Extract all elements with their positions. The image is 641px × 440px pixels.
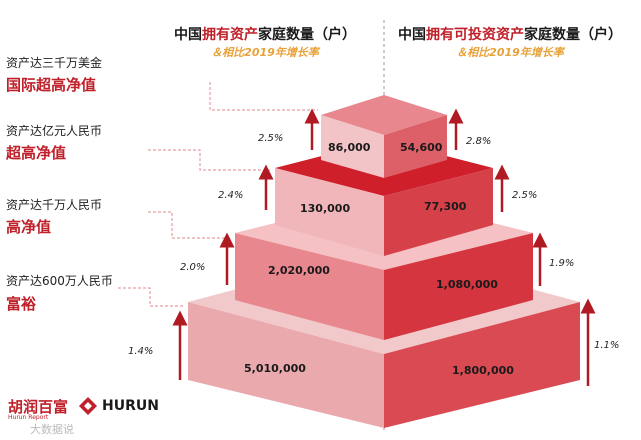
tier-1-left-value: 86,000 bbox=[328, 141, 371, 154]
tier-1-connector bbox=[209, 82, 318, 111]
tier-2-right-value: 77,300 bbox=[424, 200, 467, 213]
tier-1-right-value: 54,600 bbox=[400, 141, 443, 154]
tier-3-left-growth: 2.0% bbox=[180, 262, 205, 273]
tier-1-block bbox=[321, 95, 447, 178]
tier-4-right-growth: 1.1% bbox=[594, 340, 619, 351]
watermark: 大数据说 bbox=[30, 423, 74, 436]
tier-1-left-growth: 2.5% bbox=[258, 133, 283, 144]
tier-4-left-growth: 1.4% bbox=[128, 346, 153, 357]
tier-1-right-growth: 2.8% bbox=[466, 136, 491, 147]
right-column-header: 中国拥有可投资资产家庭数量（户） bbox=[398, 27, 622, 43]
right-column-subheader: ＆相比2019年增长率 bbox=[456, 46, 564, 59]
tier-2-left-value: 130,000 bbox=[300, 202, 350, 215]
tier-4-name: 富裕 bbox=[6, 295, 37, 313]
left-column-subheader: ＆相比2019年增长率 bbox=[211, 46, 319, 59]
hurun-cn-logo-sub: Hurun Report bbox=[8, 414, 49, 421]
tier-3-name: 高净值 bbox=[6, 218, 52, 236]
hurun-mark-icon bbox=[79, 397, 97, 415]
left-column-header: 中国拥有资产家庭数量（户） bbox=[174, 27, 356, 43]
tier-2-name: 超高净值 bbox=[6, 144, 67, 162]
tier-3-right-value: 1,080,000 bbox=[436, 278, 498, 291]
tier-2-criteria: 资产达亿元人民币 bbox=[6, 124, 103, 138]
tier-3-right-growth: 1.9% bbox=[549, 258, 574, 269]
tier-1-criteria: 资产达三千万美金 bbox=[6, 56, 103, 70]
tier-3-criteria: 资产达千万人民币 bbox=[6, 198, 103, 212]
tier-2-left-growth: 2.4% bbox=[218, 190, 243, 201]
tier-2-right-growth: 2.5% bbox=[512, 190, 537, 201]
tier-1-name: 国际超高净值 bbox=[6, 76, 97, 94]
hurun-cn-logo: 胡润百富 bbox=[8, 398, 69, 416]
hurun-en-logo: HURUN bbox=[102, 398, 159, 414]
tier-4-connector bbox=[118, 287, 184, 307]
tier-2-connector bbox=[148, 149, 270, 171]
tier-4-criteria: 资产达600万人民币 bbox=[6, 274, 113, 288]
tier-4-right-value: 1,800,000 bbox=[452, 364, 514, 377]
tier-3-connector bbox=[148, 211, 230, 239]
tier-4-left-value: 5,010,000 bbox=[244, 362, 306, 375]
tier-3-left-value: 2,020,000 bbox=[268, 264, 330, 277]
